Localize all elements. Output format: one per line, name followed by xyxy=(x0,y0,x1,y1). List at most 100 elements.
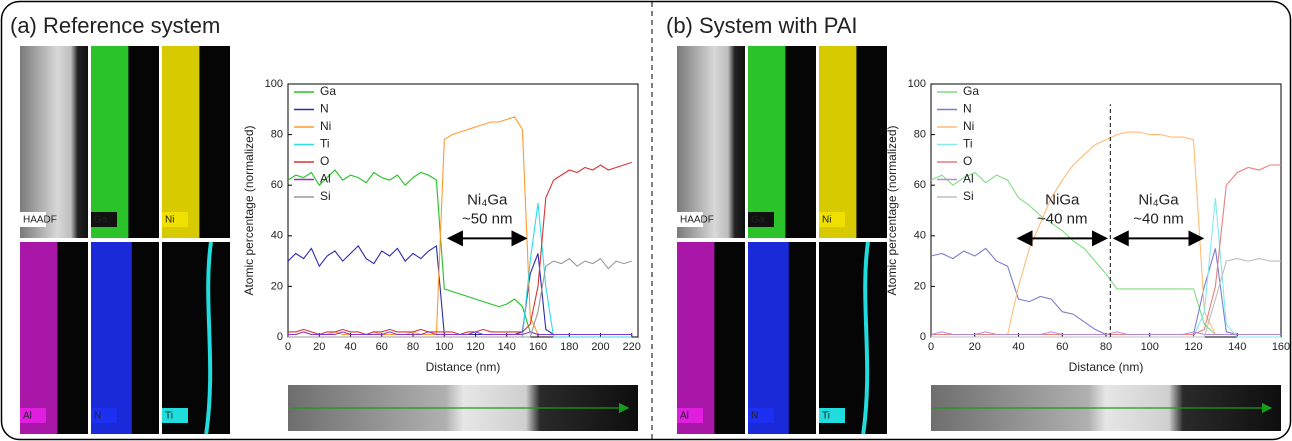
annotation-text: Ni₄Ga xyxy=(1138,191,1179,208)
legend-label: N xyxy=(320,102,329,116)
x-tick-label: 140 xyxy=(1228,341,1246,353)
map-image xyxy=(204,241,213,435)
map-image xyxy=(20,46,88,238)
map-image xyxy=(819,46,857,238)
legend-label: Al xyxy=(963,172,974,186)
panel-title: (b) System with PAI xyxy=(666,13,858,38)
x-tick-label: 40 xyxy=(1012,341,1024,353)
legend-label: Ga xyxy=(963,84,979,98)
x-tick-label: 60 xyxy=(376,341,388,353)
plot-frame xyxy=(930,83,1282,338)
series-line xyxy=(930,331,1281,336)
map-label-bg xyxy=(748,212,774,227)
map-label-bg xyxy=(819,212,845,227)
x-tick-label: 0 xyxy=(285,341,291,353)
y-tick-label: 40 xyxy=(271,230,283,242)
map-background xyxy=(819,242,887,434)
series-line xyxy=(288,331,632,336)
y-tick-label: 100 xyxy=(908,78,926,90)
x-tick-label: 60 xyxy=(1056,341,1068,353)
map-label: Ga xyxy=(751,215,765,226)
legend-label: Ni xyxy=(963,119,974,133)
y-tick-label: 100 xyxy=(265,78,283,90)
map-background xyxy=(162,242,230,434)
map-image xyxy=(162,46,200,238)
map-label-bg xyxy=(162,408,188,423)
y-tick-label: 20 xyxy=(914,280,926,292)
y-tick-label: 60 xyxy=(914,179,926,191)
y-tick-label: 0 xyxy=(920,331,926,343)
y-tick-label: 20 xyxy=(271,280,283,292)
series-line xyxy=(931,258,1281,338)
legend-label: Ti xyxy=(963,137,973,151)
legend-label: O xyxy=(963,154,972,168)
map-image xyxy=(677,242,715,434)
map-image xyxy=(861,241,870,435)
map-label-bg xyxy=(162,212,188,227)
x-tick-label: 100 xyxy=(435,341,453,353)
y-axis-label: Atomic percentage (normalized) xyxy=(242,125,256,295)
y-tick-label: 80 xyxy=(914,129,926,141)
map-label: Ni xyxy=(165,215,174,226)
y-tick-label: 80 xyxy=(271,129,283,141)
annotation-text: Ni₄Ga xyxy=(467,191,508,208)
annotation-text: ~40 nm xyxy=(1037,210,1087,227)
x-tick-label: 200 xyxy=(591,341,609,353)
map-image xyxy=(677,46,745,238)
map-label-bg xyxy=(677,212,703,227)
map-label: Ga xyxy=(94,215,108,226)
map-label-bg xyxy=(20,212,46,227)
map-label-bg xyxy=(748,408,774,423)
legend-label: Si xyxy=(320,189,331,203)
legend-label: Ti xyxy=(320,137,330,151)
panel-title: (a) Reference system xyxy=(10,13,220,38)
x-tick-label: 120 xyxy=(1184,341,1202,353)
y-tick-label: 40 xyxy=(914,230,926,242)
map-image xyxy=(20,242,58,434)
x-axis-label: Distance (nm) xyxy=(1069,360,1144,374)
x-axis-label: Distance (nm) xyxy=(426,360,501,374)
x-tick-label: 120 xyxy=(466,341,484,353)
map-label: HAADF xyxy=(23,215,57,226)
legend-label: Si xyxy=(963,189,974,203)
legend-label: Ga xyxy=(320,84,336,98)
map-label: Ti xyxy=(165,411,173,422)
map-label: Ti xyxy=(822,411,830,422)
y-tick-label: 0 xyxy=(277,331,283,343)
x-tick-label: 220 xyxy=(623,341,641,353)
map-image xyxy=(748,242,789,434)
x-tick-label: 100 xyxy=(1141,341,1159,353)
x-tick-label: 0 xyxy=(928,341,934,353)
x-tick-label: 80 xyxy=(407,341,419,353)
legend-label: Al xyxy=(320,172,331,186)
map-label: N xyxy=(751,411,758,422)
map-label-bg xyxy=(677,408,703,423)
y-tick-label: 60 xyxy=(271,179,283,191)
series-line xyxy=(288,257,632,338)
map-label-bg xyxy=(20,408,46,423)
map-label: HAADF xyxy=(680,215,714,226)
annotation-text: NiGa xyxy=(1045,191,1080,208)
map-image xyxy=(91,46,129,238)
annotation-text: ~40 nm xyxy=(1133,210,1183,227)
x-tick-label: 20 xyxy=(969,341,981,353)
x-tick-label: 180 xyxy=(560,341,578,353)
x-tick-label: 160 xyxy=(529,341,547,353)
map-label: Ni xyxy=(822,215,831,226)
map-image xyxy=(748,46,786,238)
map-label: N xyxy=(94,411,101,422)
x-tick-label: 160 xyxy=(1272,341,1290,353)
map-image xyxy=(91,242,132,434)
map-label-bg xyxy=(91,408,117,423)
legend-label: N xyxy=(963,102,972,116)
annotation-text: ~50 nm xyxy=(462,210,512,227)
map-label-bg xyxy=(819,408,845,423)
x-tick-label: 80 xyxy=(1100,341,1112,353)
map-label: Al xyxy=(680,411,689,422)
legend-label: Ni xyxy=(320,119,331,133)
x-tick-label: 20 xyxy=(313,341,325,353)
y-axis-label: Atomic percentage (normalized) xyxy=(885,125,899,295)
x-tick-label: 140 xyxy=(498,341,516,353)
